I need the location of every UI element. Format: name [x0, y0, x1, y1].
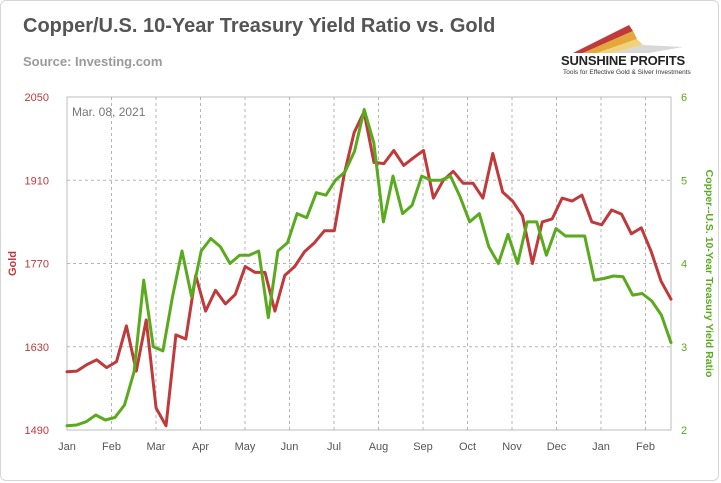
- y-right-tick-label: 3: [681, 342, 687, 354]
- chart-title: Copper/U.S. 10-Year Treasury Yield Ratio…: [23, 15, 496, 37]
- chart-source: Source: Investing.com: [23, 54, 163, 69]
- y-right-axis-title: Copper--U.S. 10-Year Treasury Yield Rati…: [703, 170, 715, 378]
- x-tick-label: Dec: [547, 441, 567, 453]
- logo-name: SUNSHINE PROFITS: [561, 53, 685, 68]
- sunshine-logo-icon: [573, 25, 683, 53]
- x-tick-label: Oct: [459, 441, 476, 453]
- y-left-tick-label: 1770: [25, 259, 49, 271]
- y-right-tick-label: 5: [681, 175, 687, 187]
- brand-logo: SUNSHINE PROFITS Tools for Effective Gol…: [553, 17, 703, 79]
- x-tick-label: Feb: [102, 441, 121, 453]
- x-tick-label: Feb: [636, 441, 655, 453]
- x-tick-label: Aug: [369, 441, 389, 453]
- x-tick-label: Sep: [413, 441, 433, 453]
- date-annotation: Mar. 08, 2021: [72, 105, 146, 119]
- x-tick-label: Jun: [281, 441, 299, 453]
- y-left-tick-label: 2050: [25, 92, 49, 104]
- series-line-ratio: [65, 108, 673, 428]
- y-right-tick-label: 2: [681, 425, 687, 437]
- x-tick-label: Jul: [327, 441, 341, 453]
- y-right-tick-label: 6: [681, 92, 687, 104]
- logo-tagline: Tools for Effective Gold & Silver Invest…: [563, 69, 691, 76]
- y-left-axis-title: Gold: [7, 251, 19, 276]
- y-left-tick-label: 1490: [25, 425, 49, 437]
- x-tick-label: Jan: [58, 441, 76, 453]
- x-tick-label: Mar: [147, 441, 166, 453]
- x-tick-label: Jan: [592, 441, 610, 453]
- y-left-tick-label: 1630: [25, 342, 49, 354]
- y-left-tick-label: 1910: [25, 175, 49, 187]
- x-tick-label: May: [235, 441, 256, 453]
- x-tick-label: Apr: [192, 441, 209, 453]
- y-right-tick-label: 4: [681, 259, 687, 271]
- x-tick-label: Nov: [502, 441, 522, 453]
- series-line-gold: [65, 110, 673, 428]
